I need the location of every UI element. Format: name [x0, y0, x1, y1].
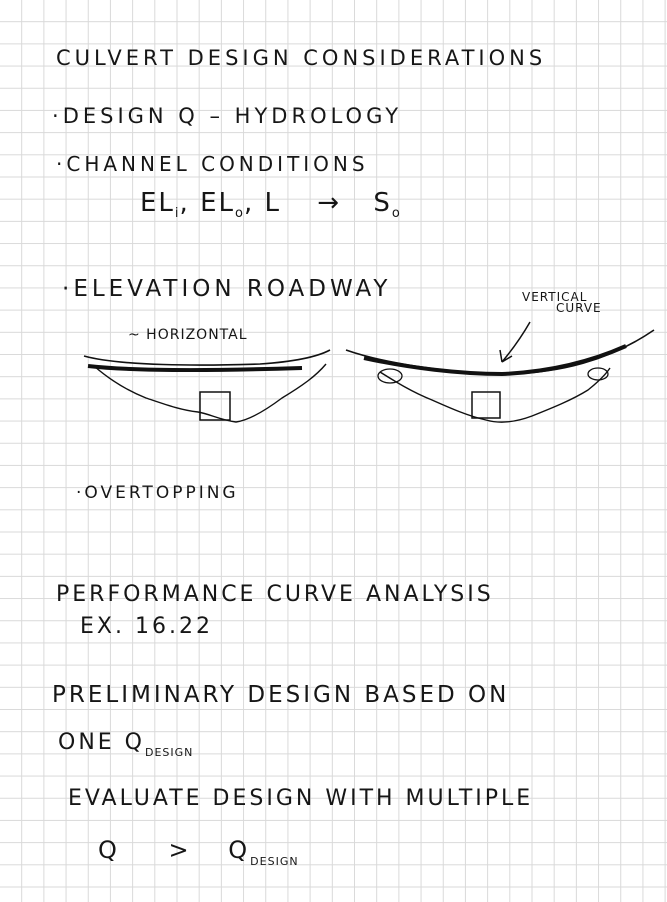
arrow-icon: →	[317, 188, 342, 218]
culvert-right	[471, 391, 501, 419]
bullet-design-q-text: DESIGN Q – HYDROLOGY	[62, 104, 403, 128]
q-design-sub-1: DESIGN	[144, 746, 194, 759]
q-design-sub-2: DESIGN	[250, 855, 299, 868]
el-inlet-label: EL	[140, 188, 175, 218]
el-inlet-sub: i	[174, 206, 180, 221]
performance-heading: PERFORMANCE CURVE ANALYSIS	[56, 582, 494, 607]
channel-left-bank	[93, 363, 327, 423]
roadway-left-deck	[87, 364, 303, 372]
roadway-right-deck	[363, 344, 627, 377]
vertical-curve-sketch	[345, 321, 655, 423]
comma-1: ,	[179, 188, 190, 218]
performance-example: EX. 16.22	[80, 614, 213, 639]
slope-sub: o	[391, 206, 401, 221]
bullet-channel-conditions: ·CHANNEL CONDITIONS	[56, 152, 369, 176]
vertical-curve-pointer	[499, 321, 531, 363]
bullet-overtopping-text: OVERTOPPING	[84, 483, 239, 503]
greater-than-symbol: >	[168, 836, 192, 864]
bullet-roadway-text: ELEVATION ROADWAY	[73, 276, 392, 302]
elevations-line: ELi, ELo, L → So	[140, 190, 401, 220]
length-label: L	[264, 188, 281, 218]
bullet-channel-text: CHANNEL CONDITIONS	[66, 152, 369, 176]
slope-label: S	[373, 188, 392, 218]
preliminary-line-4: Q > QDESIGN	[98, 838, 299, 867]
embankment-right	[587, 367, 609, 381]
vertical-curve-label-2: CURVE	[556, 301, 602, 315]
comma-2: ,	[243, 188, 255, 218]
el-outlet-label: EL	[200, 188, 235, 218]
preliminary-line-1: PRELIMINARY DESIGN BASED ON	[52, 682, 510, 708]
culvert-left	[199, 391, 231, 421]
q-design-symbol: Q	[228, 836, 251, 864]
vertical-curve-label-1: VERTICAL	[522, 290, 588, 304]
channel-right-bank	[379, 367, 611, 423]
preliminary-line-2: ONE QDESIGN	[58, 730, 194, 759]
embankment-left	[377, 368, 403, 384]
roadway-left-top	[83, 349, 331, 366]
el-outlet-sub: o	[235, 206, 244, 221]
horizontal-label: ~ HORIZONTAL	[128, 327, 248, 343]
horizontal-roadway-sketch	[83, 349, 331, 423]
page-title: CULVERT DESIGN CONSIDERATIONS	[56, 46, 547, 70]
preliminary-line-3: EVALUATE DESIGN WITH MULTIPLE	[68, 786, 534, 811]
bullet-design-q: ·DESIGN Q – HYDROLOGY	[52, 104, 403, 128]
one-q-text: ONE Q	[58, 730, 145, 755]
q-symbol: Q	[98, 836, 120, 864]
bullet-roadway: ·ELEVATION ROADWAY	[62, 276, 392, 302]
bullet-overtopping: ·OVERTOPPING	[76, 483, 239, 503]
